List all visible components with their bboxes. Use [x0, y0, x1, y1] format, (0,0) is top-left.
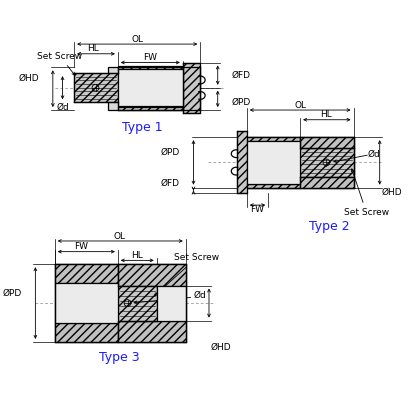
Text: ØHD: ØHD: [211, 343, 232, 352]
Bar: [55, 264, 118, 283]
Bar: [74, 73, 118, 102]
Bar: [247, 137, 354, 188]
Bar: [300, 177, 354, 188]
Bar: [247, 184, 300, 188]
Bar: [183, 62, 200, 113]
Bar: [108, 67, 200, 110]
Text: ØHD: ØHD: [19, 74, 39, 82]
Bar: [55, 323, 118, 342]
Text: Type 2: Type 2: [309, 220, 349, 233]
Text: Ød: Ød: [56, 103, 69, 111]
Text: FW: FW: [74, 242, 88, 251]
Text: Set Screw: Set Screw: [344, 169, 389, 217]
Text: FW: FW: [143, 53, 157, 62]
Text: OL: OL: [131, 35, 143, 44]
Text: OL: OL: [114, 232, 126, 240]
Text: HL: HL: [131, 251, 143, 260]
Text: ØPD: ØPD: [161, 148, 180, 157]
Bar: [118, 286, 156, 320]
Text: Set Screw: Set Screw: [154, 253, 219, 296]
Bar: [118, 264, 186, 286]
Text: ØFD: ØFD: [231, 71, 250, 79]
Bar: [156, 286, 186, 320]
Text: OL: OL: [294, 101, 306, 110]
Text: ØPD: ØPD: [231, 98, 250, 107]
Bar: [118, 67, 183, 69]
Bar: [247, 141, 300, 184]
Text: HL: HL: [320, 110, 332, 119]
Bar: [247, 137, 300, 141]
Text: ØPD: ØPD: [2, 289, 22, 298]
Text: Set Screw: Set Screw: [37, 52, 82, 75]
Bar: [55, 264, 186, 342]
Text: Ød: Ød: [193, 291, 206, 300]
Text: Type 1: Type 1: [122, 121, 162, 134]
Text: ØHD: ØHD: [381, 188, 402, 197]
Text: ØFD: ØFD: [161, 179, 180, 188]
Bar: [300, 137, 354, 148]
Text: HL: HL: [87, 45, 99, 53]
Bar: [237, 131, 247, 193]
Bar: [55, 283, 118, 323]
Text: Ød: Ød: [368, 150, 381, 159]
Bar: [118, 69, 183, 106]
Text: FW: FW: [250, 206, 265, 214]
Bar: [118, 107, 183, 110]
Bar: [118, 320, 186, 342]
Bar: [300, 148, 354, 177]
Text: Type 3: Type 3: [99, 351, 140, 364]
